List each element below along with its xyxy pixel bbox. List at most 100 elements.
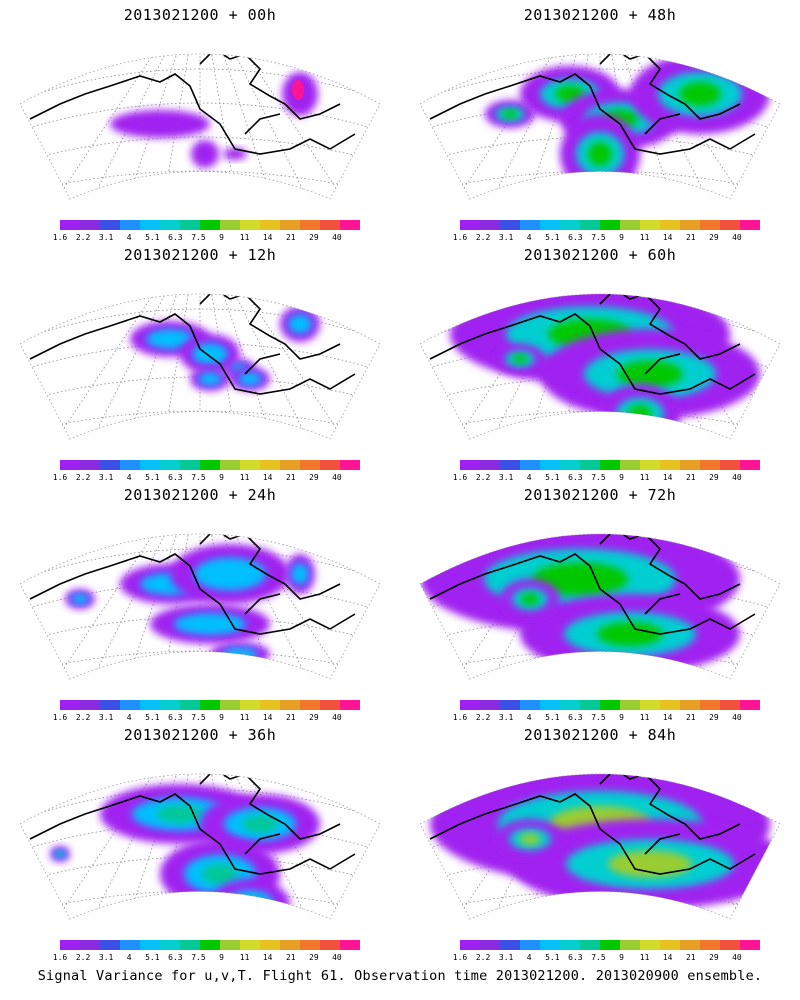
forecast-panel: 2013021200 + 00h 1.6 2.2 3.1 4 5.1 6.3 7.5 9 11 14…	[0, 0, 400, 242]
coastline	[429, 534, 756, 635]
colorbar-swatch	[340, 940, 360, 950]
map-boundary	[419, 533, 781, 680]
colorbar-swatch	[600, 220, 620, 230]
colorbar-label: 7.5	[591, 713, 606, 722]
colorbar-label: 6.3	[568, 953, 583, 962]
colorbar-swatch	[540, 220, 560, 230]
colorbar-swatch	[600, 940, 620, 950]
colorbar-swatch	[660, 700, 680, 710]
colorbar-swatch	[180, 220, 200, 230]
colorbar-label: 4	[126, 953, 132, 962]
colorbar-swatch	[460, 700, 480, 710]
variance-blob-core	[238, 372, 262, 386]
panel-title: 2013021200 + 72h	[523, 486, 677, 504]
colorbar-label: 14	[262, 713, 273, 722]
colorbar-swatch	[720, 940, 740, 950]
colorbar-swatch	[640, 220, 660, 230]
panel-title: 2013021200 + 48h	[523, 6, 677, 24]
colorbar-swatch	[200, 700, 220, 710]
colorbar-swatch	[140, 460, 160, 470]
colorbar-swatch	[280, 460, 300, 470]
colorbar-label: 29	[309, 953, 319, 962]
variance-blob-peak	[617, 360, 683, 388]
colorbar-label: 6.3	[568, 713, 583, 722]
colorbar-swatch	[580, 220, 600, 230]
colorbar-swatch	[100, 460, 120, 470]
colorbar-label: 7.5	[191, 473, 206, 482]
colorbar-label: 40	[332, 233, 342, 242]
colorbar-label: 21	[685, 713, 696, 722]
colorbar	[460, 460, 760, 470]
colorbar-swatch	[580, 940, 600, 950]
colorbar-swatch	[540, 940, 560, 950]
colorbar-label: 40	[332, 713, 342, 722]
colorbar-swatch	[260, 460, 280, 470]
variance-blob	[210, 879, 290, 919]
variance-blob-core	[71, 593, 89, 605]
colorbar-swatch	[480, 700, 500, 710]
colorbar-label: 4	[526, 473, 532, 482]
variance-blob-peak	[597, 622, 663, 646]
latitude-line	[20, 890, 380, 919]
map-boundary	[419, 773, 781, 920]
colorbar-label: 5.1	[145, 473, 160, 482]
variance-map	[419, 773, 781, 920]
variance-blob-core	[194, 557, 266, 591]
latitude-line	[20, 410, 380, 439]
colorbar-label: 1.6	[452, 473, 468, 482]
colorbar-swatch	[200, 940, 220, 950]
colorbar	[460, 700, 760, 710]
latitude-line	[420, 650, 780, 679]
colorbar-label: 4	[126, 713, 132, 722]
colorbar-swatch	[240, 460, 260, 470]
colorbar-label: 6.3	[168, 233, 183, 242]
colorbar-swatch	[700, 700, 720, 710]
panel-title: 2013021200 + 84h	[523, 726, 677, 744]
colorbar-swatch	[140, 220, 160, 230]
variance-blob-peak	[532, 562, 628, 596]
colorbar-swatch	[580, 460, 600, 470]
colorbar-swatch	[740, 220, 760, 230]
colorbar-label: 40	[732, 473, 742, 482]
colorbar-swatch	[120, 940, 140, 950]
colorbar-label: 2.2	[475, 473, 491, 482]
colorbar-swatch	[540, 460, 560, 470]
colorbar-swatch	[160, 460, 180, 470]
colorbar-swatch	[240, 220, 260, 230]
colorbar-label: 4	[126, 473, 132, 482]
colorbar-swatch	[520, 460, 540, 470]
colorbar-label: 14	[662, 713, 673, 722]
variance-blob-core	[222, 647, 258, 661]
colorbar-swatch	[160, 700, 180, 710]
colorbar-swatch	[300, 220, 320, 230]
colorbar-labels: 1.6 2.2 3.1 4 5.1 6.3 7.5 9 11 14 21 29 40	[53, 953, 360, 963]
colorbar-label: 1.6	[52, 953, 68, 962]
colorbar-label: 2.2	[75, 233, 91, 242]
latitude-line	[0, 685, 400, 698]
panel-title: 2013021200 + 36h	[123, 726, 277, 744]
variance-map	[419, 53, 781, 200]
colorbar	[60, 220, 360, 230]
colorbar-label: 7.5	[191, 233, 206, 242]
colorbar-label: 29	[309, 713, 319, 722]
colorbar-swatch	[180, 460, 200, 470]
colorbar-label: 11	[639, 233, 650, 242]
forecast-panel: 2013021200 + 12h 1.6 2.2 3.1 4 5.1 6.3 7.5 9 11 14…	[0, 240, 400, 482]
colorbar-label: 9	[619, 473, 624, 482]
variance-blob-core	[291, 563, 309, 585]
colorbar-swatch	[600, 700, 620, 710]
variance-blob-peak	[608, 850, 692, 878]
colorbar	[60, 460, 360, 470]
colorbar-swatch	[540, 700, 560, 710]
variance-blob-peak	[679, 82, 721, 106]
colorbar-label: 5.1	[545, 233, 560, 242]
colorbar-label: 5.1	[145, 713, 160, 722]
colorbar-label: 7.5	[191, 953, 206, 962]
colorbar-swatch	[660, 220, 680, 230]
colorbar	[60, 940, 360, 950]
colorbar-label: 1.6	[452, 953, 468, 962]
colorbar-label: 7.5	[591, 953, 606, 962]
colorbar-swatch	[80, 460, 100, 470]
colorbar-label: 29	[709, 953, 719, 962]
colorbar-swatch	[280, 220, 300, 230]
